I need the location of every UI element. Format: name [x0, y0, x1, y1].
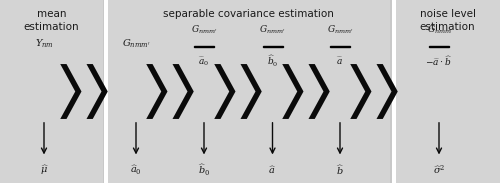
Polygon shape: [214, 64, 236, 119]
Bar: [104, 0, 108, 183]
FancyArrow shape: [262, 46, 282, 47]
Polygon shape: [350, 64, 372, 119]
Text: $G_{nmm'}$: $G_{nmm'}$: [122, 38, 150, 50]
Polygon shape: [60, 64, 82, 119]
FancyArrow shape: [330, 46, 350, 47]
Text: $\widehat{b}_0$: $\widehat{b}_0$: [267, 54, 278, 69]
Polygon shape: [282, 64, 304, 119]
Bar: [395, 0, 500, 183]
Text: $G_{nmm'}$: $G_{nmm'}$: [326, 24, 353, 36]
Text: $G_{nmm}$: $G_{nmm}$: [426, 24, 452, 36]
Polygon shape: [172, 64, 194, 119]
Text: $\widehat{b}_0$: $\widehat{b}_0$: [198, 163, 210, 178]
Polygon shape: [376, 64, 398, 119]
Text: $\widehat{a}$: $\widehat{a}$: [268, 164, 276, 176]
Bar: [0, 0, 102, 183]
Text: $\widehat{a}_0$: $\widehat{a}_0$: [130, 164, 142, 177]
Text: noise level
estimation: noise level estimation: [420, 9, 476, 31]
Text: $-\widehat{a}\cdot\widehat{b}$: $-\widehat{a}\cdot\widehat{b}$: [425, 55, 453, 68]
FancyArrow shape: [429, 46, 449, 47]
Text: $G_{nmm'}$: $G_{nmm'}$: [190, 24, 218, 36]
Text: $G_{nmm'}$: $G_{nmm'}$: [259, 24, 286, 36]
Polygon shape: [146, 64, 168, 119]
Text: mean
estimation: mean estimation: [24, 9, 80, 31]
Text: $\widehat{\sigma}^2$: $\widehat{\sigma}^2$: [433, 164, 445, 176]
Polygon shape: [240, 64, 262, 119]
Text: separable covariance estimation: separable covariance estimation: [163, 9, 334, 19]
Text: $\widehat{\mu}$: $\widehat{\mu}$: [40, 163, 48, 177]
Polygon shape: [308, 64, 330, 119]
Text: $\widehat{a}$: $\widehat{a}$: [336, 56, 344, 67]
Text: $\widehat{b}$: $\widehat{b}$: [336, 163, 344, 177]
Polygon shape: [86, 64, 108, 119]
FancyArrow shape: [194, 46, 214, 47]
Text: $\widehat{a}_0$: $\widehat{a}_0$: [198, 55, 209, 68]
Bar: [392, 0, 396, 183]
Text: $Y_{nm}$: $Y_{nm}$: [34, 38, 54, 50]
Bar: [108, 0, 390, 183]
